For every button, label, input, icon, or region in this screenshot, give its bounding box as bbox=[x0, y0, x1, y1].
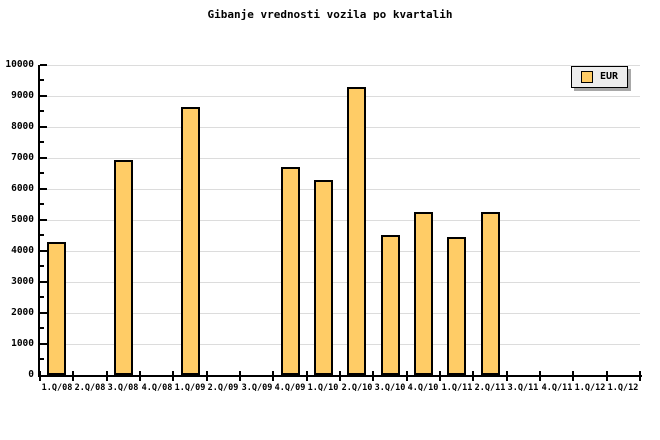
x-tick-label: 1.Q/10 bbox=[307, 383, 339, 393]
x-tick-label: 4.Q/10 bbox=[407, 383, 439, 393]
y-tick-label: 9000 bbox=[11, 90, 34, 101]
y-minor-tick bbox=[40, 358, 44, 360]
y-minor-tick bbox=[40, 265, 44, 267]
y-tick-label: 7000 bbox=[11, 152, 34, 163]
bar bbox=[347, 87, 366, 375]
legend-label: EUR bbox=[600, 71, 619, 82]
x-tick-label: 1.Q/12 bbox=[574, 383, 606, 393]
x-tick-label: 1.Q/12 bbox=[607, 383, 639, 393]
bar bbox=[414, 212, 433, 375]
legend: EUR bbox=[571, 66, 629, 88]
gridline bbox=[40, 220, 640, 221]
y-major-tick bbox=[40, 343, 47, 345]
x-tick bbox=[639, 371, 641, 381]
x-tick bbox=[139, 371, 141, 381]
y-major-tick bbox=[40, 64, 47, 66]
gridline bbox=[40, 158, 640, 159]
gridline bbox=[40, 189, 640, 190]
y-tick-label: 8000 bbox=[11, 121, 34, 132]
bar bbox=[181, 107, 200, 375]
gridline bbox=[40, 313, 640, 314]
y-minor-tick bbox=[40, 141, 44, 143]
x-tick-label: 2.Q/09 bbox=[207, 383, 239, 393]
y-minor-tick bbox=[40, 327, 44, 329]
y-minor-tick bbox=[40, 203, 44, 205]
x-tick bbox=[606, 371, 608, 381]
y-tick-label: 4000 bbox=[11, 245, 34, 256]
bar bbox=[47, 242, 66, 375]
legend-swatch-eur bbox=[581, 71, 593, 83]
bar bbox=[114, 160, 133, 375]
x-tick-label: 1.Q/09 bbox=[174, 383, 206, 393]
x-tick bbox=[572, 371, 574, 381]
x-tick-label: 1.Q/08 bbox=[41, 383, 73, 393]
x-tick bbox=[206, 371, 208, 381]
bar bbox=[281, 167, 300, 375]
gridline bbox=[40, 282, 640, 283]
y-tick-label: 3000 bbox=[11, 276, 34, 287]
x-tick-label: 3.Q/11 bbox=[507, 383, 539, 393]
y-minor-tick bbox=[40, 296, 44, 298]
x-tick-label: 2.Q/10 bbox=[341, 383, 373, 393]
y-tick-label: 6000 bbox=[11, 183, 34, 194]
x-tick-label: 3.Q/10 bbox=[374, 383, 406, 393]
gridline bbox=[40, 344, 640, 345]
gridline bbox=[40, 127, 640, 128]
bar bbox=[314, 180, 333, 375]
x-tick-label: 4.Q/08 bbox=[141, 383, 173, 393]
chart-title: Gibanje vrednosti vozila po kvartalih bbox=[207, 8, 453, 21]
x-tick bbox=[239, 371, 241, 381]
x-tick-label: 2.Q/11 bbox=[474, 383, 506, 393]
y-major-tick bbox=[40, 281, 47, 283]
x-tick-label: 4.Q/11 bbox=[541, 383, 573, 393]
x-tick-label: 1.Q/11 bbox=[441, 383, 473, 393]
bar bbox=[447, 237, 466, 375]
gridline bbox=[40, 251, 640, 252]
x-tick bbox=[439, 371, 441, 381]
gridline bbox=[40, 65, 640, 66]
x-tick bbox=[306, 371, 308, 381]
x-tick bbox=[539, 371, 541, 381]
x-tick bbox=[339, 371, 341, 381]
y-minor-tick bbox=[40, 79, 44, 81]
y-tick-label: 1000 bbox=[11, 338, 34, 349]
y-major-tick bbox=[40, 312, 47, 314]
y-tick-label: 10000 bbox=[5, 59, 34, 70]
y-minor-tick bbox=[40, 172, 44, 174]
y-major-tick bbox=[40, 157, 47, 159]
x-tick bbox=[406, 371, 408, 381]
x-tick bbox=[372, 371, 374, 381]
y-minor-tick bbox=[40, 110, 44, 112]
y-major-tick bbox=[40, 126, 47, 128]
y-major-tick bbox=[40, 250, 47, 252]
y-major-tick bbox=[40, 95, 47, 97]
y-major-tick bbox=[40, 188, 47, 190]
y-tick-label: 5000 bbox=[11, 214, 34, 225]
gridline bbox=[40, 96, 640, 97]
y-tick-label: 2000 bbox=[11, 307, 34, 318]
y-axis-line bbox=[38, 65, 40, 377]
x-tick-label: 3.Q/08 bbox=[107, 383, 139, 393]
bar bbox=[381, 235, 400, 375]
x-tick bbox=[506, 371, 508, 381]
x-tick bbox=[72, 371, 74, 381]
x-tick bbox=[172, 371, 174, 381]
y-minor-tick bbox=[40, 234, 44, 236]
y-major-tick bbox=[40, 219, 47, 221]
x-tick-label: 2.Q/08 bbox=[74, 383, 106, 393]
y-tick-label: 0 bbox=[28, 369, 34, 380]
x-tick bbox=[106, 371, 108, 381]
x-tick bbox=[472, 371, 474, 381]
x-tick-label: 4.Q/09 bbox=[274, 383, 306, 393]
x-tick bbox=[39, 371, 41, 381]
x-tick bbox=[272, 371, 274, 381]
x-tick-label: 3.Q/09 bbox=[241, 383, 273, 393]
bar bbox=[481, 212, 500, 375]
